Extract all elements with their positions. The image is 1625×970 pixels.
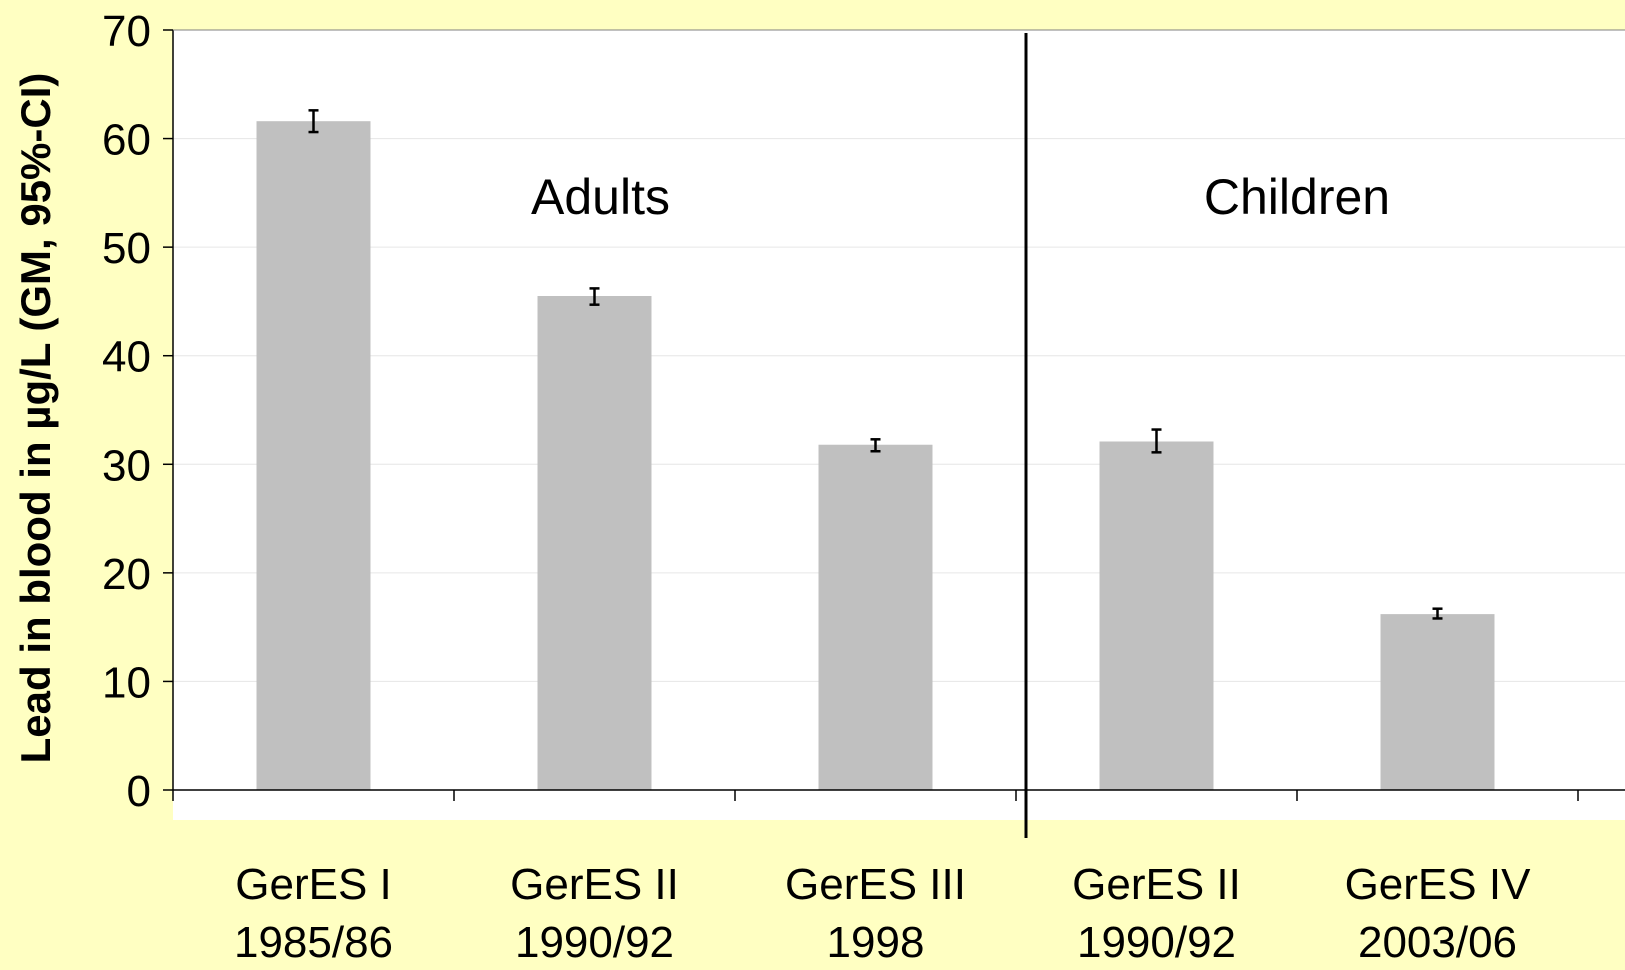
bar (256, 121, 371, 790)
error-bars (308, 109, 1443, 620)
bars (256, 121, 1495, 790)
error-bar (1151, 428, 1162, 454)
group-label: Children (1204, 169, 1390, 225)
y-tick-label: 40 (102, 333, 151, 382)
x-tick-label-name: GerES II (510, 860, 679, 909)
axes (163, 29, 1625, 838)
y-tick-label: 20 (102, 550, 151, 599)
y-tick-label: 10 (102, 658, 151, 707)
error-bar (870, 438, 881, 453)
x-tick-label-name: GerES III (785, 860, 966, 909)
x-tick-label-years: 1990/92 (1077, 918, 1236, 965)
group-labels: Adults Children (531, 169, 1390, 225)
bar (537, 296, 652, 790)
y-tick-labels: 0 10 20 30 40 50 60 70 (102, 7, 151, 816)
x-tick-label-name: GerES I (235, 860, 392, 909)
error-bar (589, 287, 600, 306)
x-tick-label-years: 1985/86 (234, 918, 393, 965)
x-tick-label-name: GerES II (1072, 860, 1241, 909)
bar (1099, 441, 1214, 790)
x-tick-label-years: 1990/92 (515, 918, 674, 965)
y-axis-label: Lead in blood in µg/L (GM, 95%-CI) (12, 73, 59, 764)
y-tick-label: 70 (102, 7, 151, 56)
bar (1380, 614, 1495, 790)
x-tick-label-name: GerES IV (1345, 860, 1531, 909)
bar (818, 444, 933, 790)
y-tick-label: 0 (127, 767, 151, 816)
error-bar (1432, 607, 1443, 620)
y-tick-label: 30 (102, 441, 151, 490)
group-label: Adults (531, 169, 670, 225)
x-tick-labels: GerES I 1985/86 GerES II 1990/92 GerES III 19… (234, 860, 1531, 967)
error-bar (308, 109, 319, 134)
x-tick-label-years: 2003/06 (1358, 918, 1517, 965)
x-tick-label-years: 1998 (827, 918, 925, 965)
y-tick-label: 60 (102, 116, 151, 165)
y-tick-label: 50 (102, 224, 151, 273)
